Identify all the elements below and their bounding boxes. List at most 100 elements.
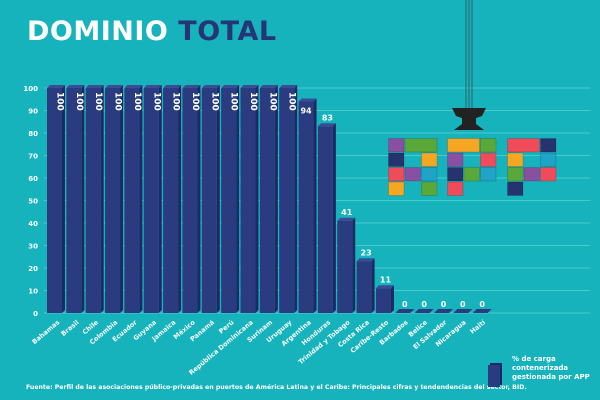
logo-container-icon [540,167,557,182]
data-label: 0 [460,300,466,309]
logo-container-icon [480,152,497,167]
logo-container-icon [404,138,438,153]
bar [66,88,82,313]
logo-container-icon [388,152,405,167]
bar [279,88,295,313]
bar-top [337,217,356,221]
bar-side [390,285,394,313]
bar-top [375,285,394,289]
data-label: 100 [171,92,181,111]
x-tick-label: Haití [469,318,488,336]
bar-top [279,85,298,88]
logo-container-icon [447,167,464,182]
bar [201,88,217,313]
data-label: 100 [132,92,142,111]
data-label: 41 [341,208,353,217]
bar [124,88,140,313]
bar [317,126,333,313]
bar-top [240,85,259,88]
x-tick-label: Brasil [60,318,81,338]
logo-container-icon [447,138,480,153]
bar-top [221,85,240,88]
bar-top [105,85,124,88]
bar [221,88,237,313]
data-label: 100 [151,92,161,111]
bar-top [66,85,85,88]
y-tick-label: 20 [28,265,38,273]
y-tick-label: 60 [28,175,38,183]
logo-container-icon [421,181,438,196]
bar-side [178,85,182,313]
data-label: 100 [190,92,200,111]
data-label: 23 [361,248,372,257]
logo-container-icon [421,167,438,182]
y-tick-label: 40 [28,220,38,228]
y-tick-label: 80 [28,130,38,138]
bar [143,88,159,313]
legend-label: % de carga contenerizada gestionada por … [512,355,590,381]
logo-container-icon [447,181,464,196]
bar-top [143,85,162,88]
bar-side [100,85,104,313]
bar [337,220,353,313]
y-tick-label: 100 [23,85,38,93]
bar-top [124,85,143,88]
bar [434,309,453,313]
bar [375,288,391,313]
data-label: 100 [55,92,65,111]
bar-top [85,85,104,88]
y-tick-label: 10 [28,288,38,296]
legend-swatch [488,365,500,387]
bar [85,88,101,313]
data-label: 11 [380,275,392,284]
bar-top [356,258,375,262]
chart-title: DOMINIO TOTAL [27,16,277,47]
data-label: 100 [267,92,277,111]
logo-container-icon [507,152,524,167]
logo-container-icon [388,181,405,196]
bar-side [371,258,375,313]
data-label: 100 [248,92,258,111]
bar-top [163,85,182,88]
bar-side [332,123,336,313]
data-label: 0 [479,300,485,309]
bar-top [298,98,317,102]
logo-container-icon [463,167,480,182]
bar-top [259,85,278,88]
bar-side [216,85,220,313]
bar-top [47,85,65,88]
bar [240,88,256,313]
data-label: 0 [441,300,447,309]
logo-container-icon [421,152,438,167]
bar [414,309,434,313]
bar [356,261,372,313]
logo-container-icon [540,138,557,153]
data-label: 100 [74,92,84,111]
bar [395,309,415,313]
data-label: 100 [113,92,123,111]
data-label: 100 [209,92,219,111]
bar-side [158,85,162,313]
logo-container-icon [480,138,497,153]
bar-side [313,98,317,313]
bar [47,88,62,313]
bar [298,101,314,313]
bar-side [274,85,278,313]
bar [259,88,275,313]
y-tick-label: 70 [28,153,38,161]
source-note: Fuente: Perfil de las asociaciones públi… [26,384,527,391]
data-label: 0 [421,300,427,309]
bar-side [139,85,143,313]
y-tick-label: 50 [28,198,38,206]
logo-container-icon [388,138,405,153]
y-tick-label: 30 [28,243,38,251]
bar [105,88,121,313]
data-label: 0 [402,300,408,309]
logo-container-icon [523,167,540,182]
logo-container-icon [540,152,557,167]
logo-container-icon [447,152,464,167]
data-label: 94 [300,107,312,116]
data-label: 83 [322,113,333,122]
